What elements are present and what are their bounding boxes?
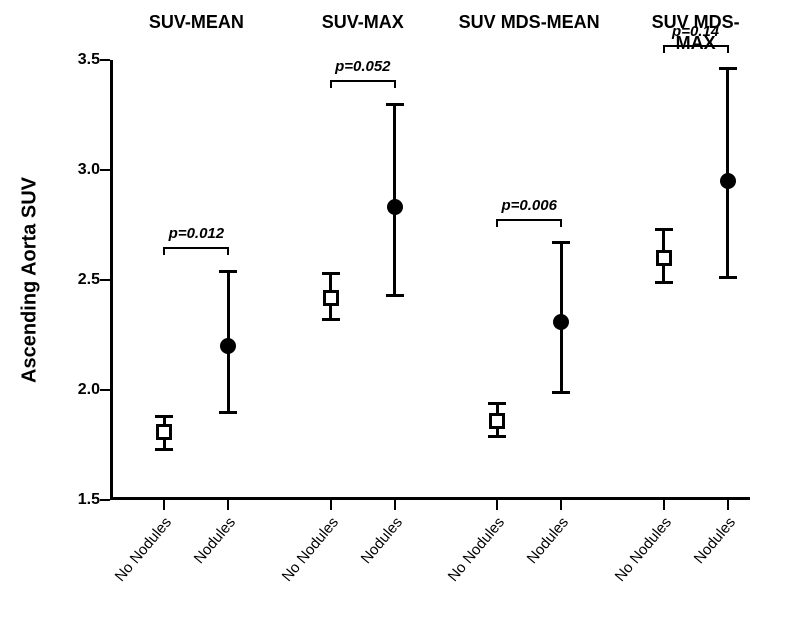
comparison-bracket-drop [727,45,729,53]
y-axis-line [110,60,113,500]
x-axis-line [110,497,750,500]
error-cap [552,241,570,244]
marker-nodules [220,338,236,354]
comparison-bracket [164,247,228,249]
error-cap [219,411,237,414]
error-cap [322,272,340,275]
marker-nodules [720,173,736,189]
x-tick [163,500,165,510]
comparison-bracket [497,219,561,221]
x-tick [227,500,229,510]
x-tick [663,500,665,510]
y-tick-label: 2.5 [78,271,110,289]
comparison-bracket-drop [394,80,396,88]
error-cap [386,294,404,297]
error-cap [655,228,673,231]
y-tick-label: 1.5 [78,491,110,509]
comparison-bracket [664,45,728,47]
error-cap [155,448,173,451]
error-cap [719,276,737,279]
comparison-bracket-drop [663,45,665,53]
y-tick-label: 3.0 [78,161,110,179]
error-cap [655,281,673,284]
comparison-bracket-drop [163,247,165,255]
comparison-bracket-drop [330,80,332,88]
x-tick [394,500,396,510]
x-tick [560,500,562,510]
x-tick-label: No Nodules [611,514,674,585]
error-cap [719,67,737,70]
error-cap [386,103,404,106]
comparison-bracket [331,80,395,82]
x-tick [727,500,729,510]
comparison-bracket-drop [227,247,229,255]
error-cap [322,318,340,321]
comparison-bracket-drop [496,219,498,227]
marker-no-nodules [323,290,339,306]
marker-no-nodules [489,413,505,429]
x-tick [330,500,332,510]
y-tick-label: 2.0 [78,381,110,399]
error-cap [488,435,506,438]
marker-no-nodules [656,250,672,266]
error-cap [219,270,237,273]
y-axis-label: Ascending Aorta SUV [19,177,42,383]
error-cap [155,415,173,418]
x-tick-label: Nodules [690,514,738,567]
error-cap [488,402,506,405]
p-value-label: p=0.012 [169,225,224,242]
p-value-label: p=0.006 [501,197,556,214]
panel-header: SUV-MAX [322,12,404,33]
x-tick-label: No Nodules [112,514,175,585]
x-tick-label: No Nodules [278,514,341,585]
marker-no-nodules [156,424,172,440]
x-tick-label: Nodules [191,514,239,567]
comparison-bracket-drop [560,219,562,227]
x-tick-label: Nodules [524,514,572,567]
marker-nodules [387,199,403,215]
x-tick [496,500,498,510]
plot-area: 1.52.02.53.03.5 No NodulesNodulesNo Nodu… [110,60,750,500]
p-value-label: p=0.14 [672,23,719,40]
p-value-label: p=0.052 [335,58,390,75]
x-tick-label: Nodules [357,514,405,567]
chart-root: Ascending Aorta SUV SUV-MEAN SUV-MAX SUV M… [0,0,800,636]
x-tick-label: No Nodules [445,514,508,585]
panel-header: SUV-MEAN [149,12,244,33]
error-cap [552,391,570,394]
y-tick-label: 3.5 [78,51,110,69]
marker-nodules [553,314,569,330]
panel-header: SUV MDS-MEAN [459,12,600,33]
